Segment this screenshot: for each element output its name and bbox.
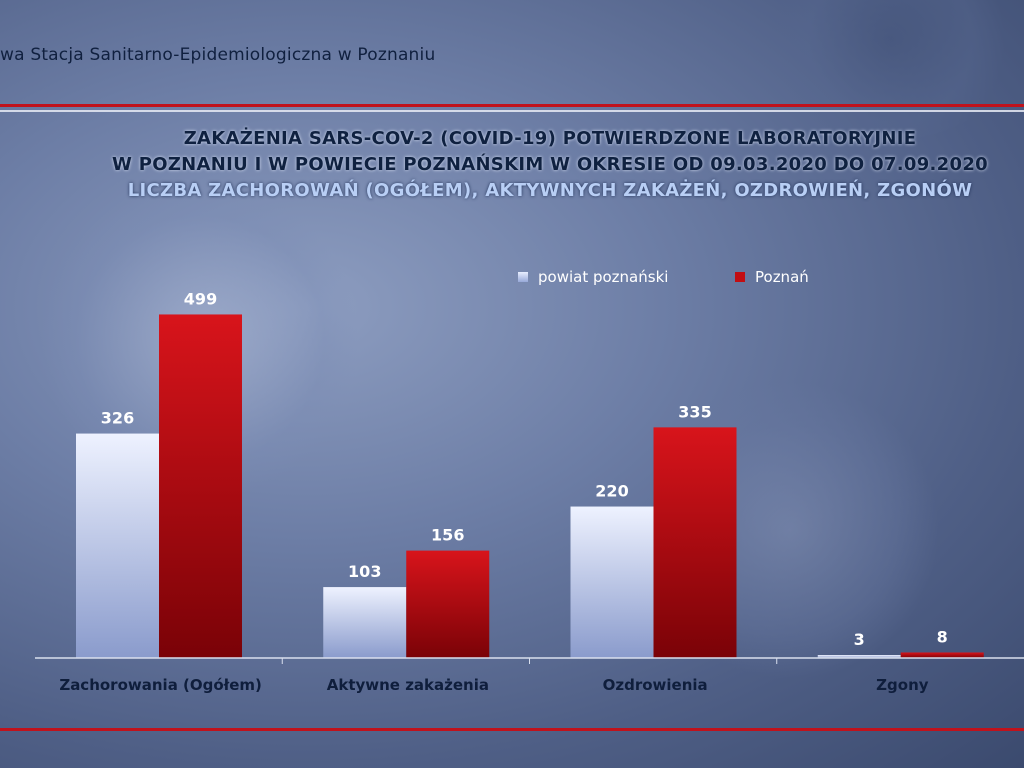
bar-poznan-1 — [406, 550, 490, 658]
data-label: 499 — [184, 289, 217, 308]
footer-red-line — [0, 728, 1024, 731]
header-red-line — [0, 104, 1024, 107]
title-line-1: ZAKAŻENIA SARS-COV-2 (COVID-19) POTWIERD… — [183, 128, 917, 149]
legend-item-poznan: Poznań — [735, 268, 809, 286]
legend-label-powiat: powiat poznański — [538, 268, 669, 286]
legend-label-poznan: Poznań — [755, 268, 809, 286]
bar-poznan-0 — [159, 314, 242, 658]
bar-powiat-1 — [323, 587, 407, 658]
data-label: 326 — [101, 409, 134, 428]
legend-item-powiat: powiat poznański — [518, 268, 668, 286]
category-label: Zgony — [876, 676, 929, 694]
bar-powiat-2 — [570, 506, 654, 658]
data-label: 8 — [937, 627, 948, 646]
title-line-3: LICZBA ZACHOROWAŃ (OGÓŁEM), AKTYWNYCH ZA… — [127, 180, 973, 201]
legend-swatch-poznan — [735, 272, 745, 282]
institution-header: wa Stacja Sanitarno-Epidemiologiczna w P… — [0, 45, 436, 65]
data-label: 3 — [854, 630, 865, 649]
category-label: Ozdrowienia — [603, 676, 708, 694]
data-label: 220 — [595, 482, 628, 501]
bar-poznan-3 — [900, 652, 984, 658]
legend-swatch-powiat — [518, 272, 528, 282]
category-label: Zachorowania (Ogółem) — [59, 676, 262, 694]
bar-poznan-2 — [653, 427, 737, 658]
header-divider — [0, 110, 1024, 112]
title-line-2: W POZNANIU I W POWIECIE POZNAŃSKIM W OKR… — [112, 154, 988, 175]
data-label: 103 — [348, 562, 381, 581]
data-label: 335 — [678, 402, 711, 421]
bar-powiat-0 — [76, 433, 159, 658]
chart-title: ZAKAŻENIA SARS-COV-2 (COVID-19) POTWIERD… — [0, 126, 1024, 204]
category-label: Aktywne zakażenia — [327, 676, 489, 694]
data-label: 156 — [431, 526, 464, 545]
bar-powiat-3 — [817, 655, 901, 658]
